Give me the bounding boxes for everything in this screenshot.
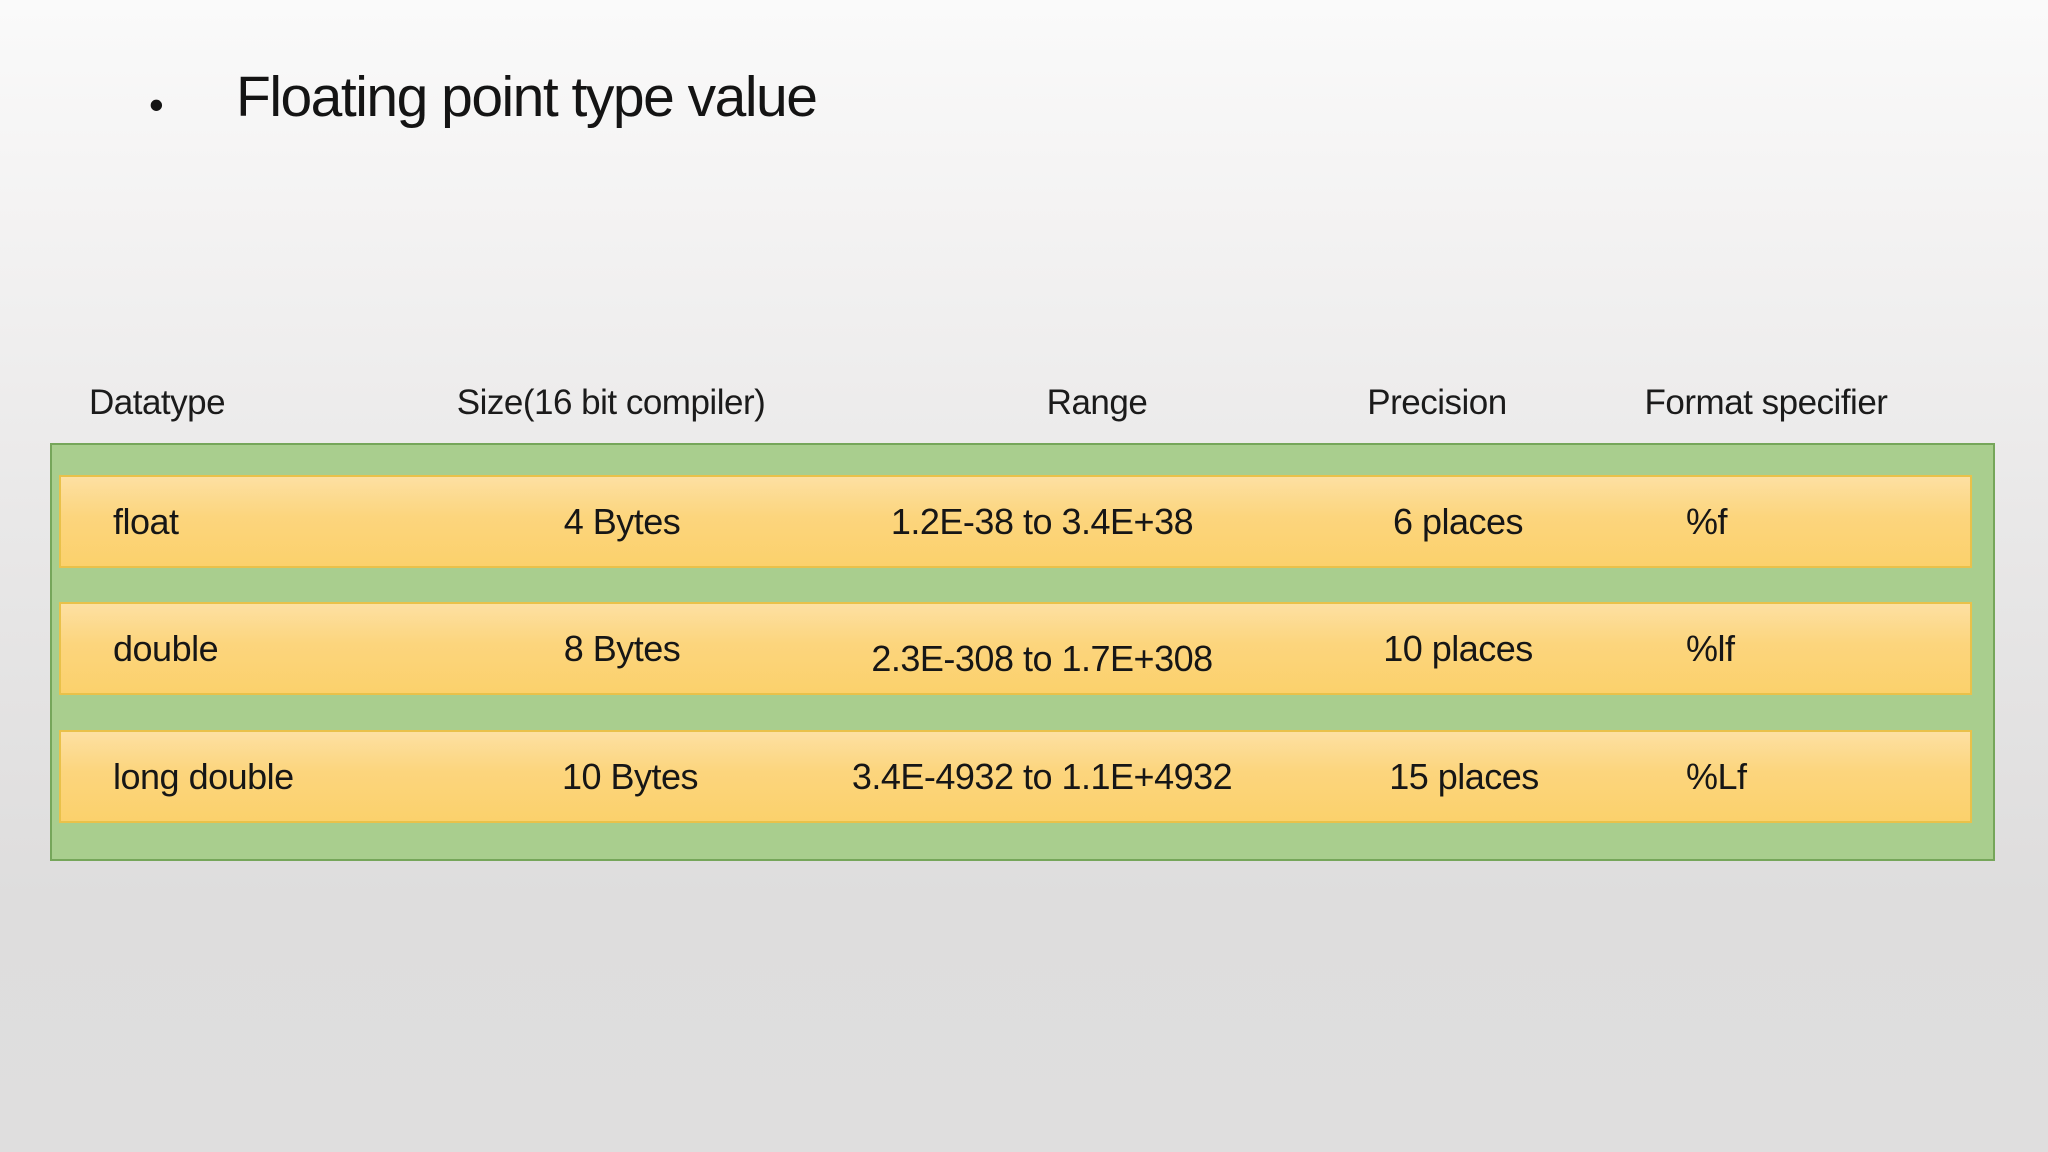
cell-datatype: double	[113, 627, 219, 669]
cell-size: 8 Bytes	[563, 627, 681, 669]
column-header-precision: Precision	[1367, 383, 1507, 422]
table-header-row: Datatype Size(16 bit compiler) Range Pre…	[0, 376, 2048, 430]
cell-precision: 6 places	[1392, 500, 1524, 542]
cell-datatype: long double	[113, 755, 294, 797]
table-row-long-double: long double 10 Bytes 3.4E-4932 to 1.1E+4…	[59, 730, 1972, 823]
column-header-range: Range	[1046, 383, 1148, 422]
cell-range: 1.2E-38 to 3.4E+38	[890, 500, 1194, 542]
title-bullet: •	[149, 81, 164, 128]
table-row-float: float 4 Bytes 1.2E-38 to 3.4E+38 6 place…	[59, 475, 1972, 568]
column-header-format-specifier: Format specifier	[1644, 383, 1888, 422]
column-header-size: Size(16 bit compiler)	[456, 383, 766, 422]
cell-precision: 10 places	[1383, 627, 1533, 669]
cell-size: 10 Bytes	[561, 755, 699, 797]
table-container: float 4 Bytes 1.2E-38 to 3.4E+38 6 place…	[50, 443, 1995, 861]
cell-range: 2.3E-308 to 1.7E+308	[871, 637, 1213, 679]
cell-size: 4 Bytes	[563, 500, 681, 542]
cell-precision: 15 places	[1389, 755, 1539, 797]
cell-format-specifier: %Lf	[1686, 755, 1747, 797]
cell-format-specifier: %f	[1686, 500, 1728, 542]
table-row-double: double 8 Bytes 2.3E-308 to 1.7E+308 10 p…	[59, 602, 1972, 695]
cell-datatype: float	[113, 500, 179, 542]
page-title: Floating point type value	[236, 65, 818, 129]
cell-format-specifier: %lf	[1686, 627, 1735, 669]
column-header-datatype: Datatype	[89, 383, 226, 422]
cell-range: 3.4E-4932 to 1.1E+4932	[851, 755, 1233, 797]
